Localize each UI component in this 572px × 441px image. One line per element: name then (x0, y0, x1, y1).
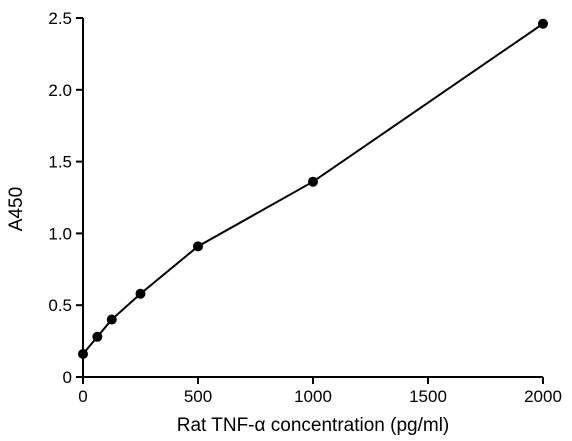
data-series (78, 18, 548, 360)
series-line (82, 22, 544, 355)
y-tick-label: 1.5 (48, 153, 72, 172)
y-tick-label: 2.5 (48, 9, 72, 28)
data-point (106, 314, 117, 325)
x-tick-label: 1500 (409, 387, 447, 406)
x-axis-ticks: 0 500 1000 1500 2000 (78, 377, 562, 406)
y-axis-ticks: 0 0.5 1.0 1.5 2.0 2.5 (48, 9, 83, 387)
data-point (193, 241, 203, 252)
y-tick-label: 0.5 (48, 296, 72, 315)
data-point (308, 176, 318, 187)
x-axis-label: Rat TNF-α concentration (pg/ml) (177, 415, 450, 436)
x-tick-label: 2000 (524, 387, 562, 406)
x-tick-label: 0 (78, 387, 87, 406)
data-point (538, 18, 548, 29)
x-tick-label: 1000 (294, 387, 332, 406)
y-tick-label: 1.0 (48, 224, 72, 243)
data-point (78, 349, 88, 360)
data-point (135, 288, 146, 299)
y-tick-label: 2.0 (48, 81, 72, 100)
x-tick-label: 500 (184, 387, 212, 406)
data-point (92, 331, 103, 342)
y-axis-label: A450 (6, 187, 27, 231)
y-tick-label: 0 (63, 368, 72, 387)
